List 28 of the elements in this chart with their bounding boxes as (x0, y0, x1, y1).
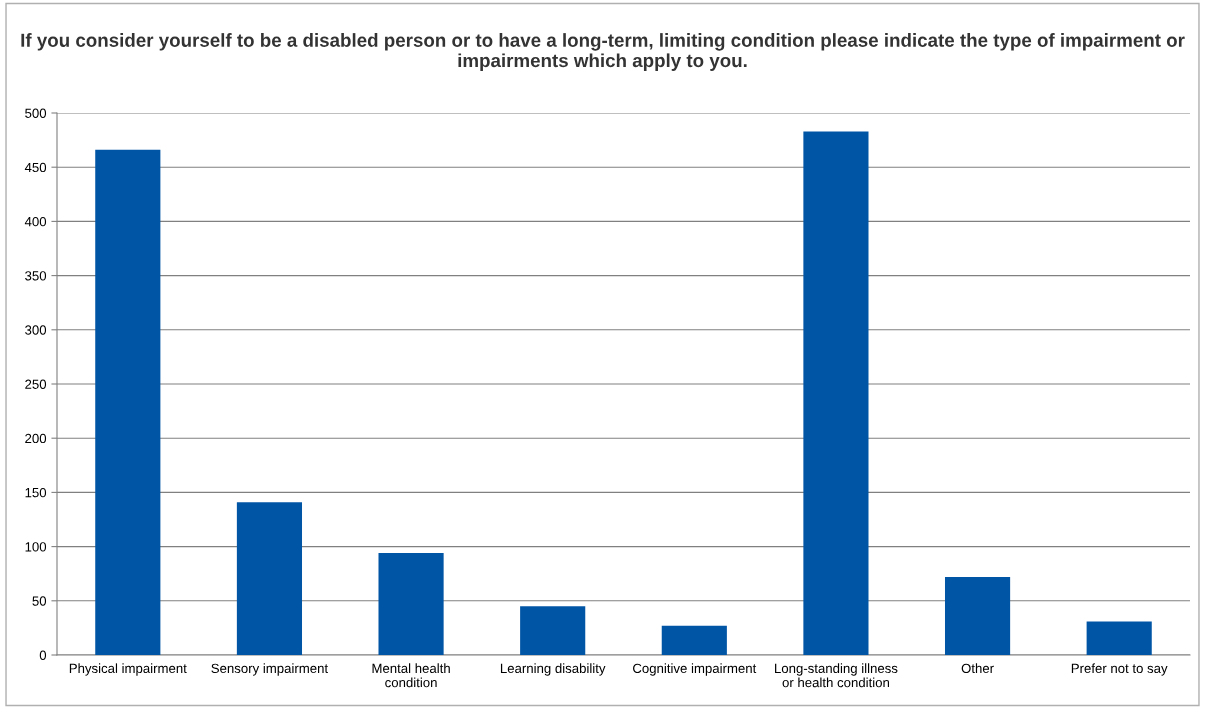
y-tick-label: 300 (25, 325, 47, 335)
y-tick-label: 0 (39, 650, 47, 660)
bar (661, 625, 727, 655)
x-tick-label: Cognitive impairment (633, 663, 757, 676)
chart-title: If you consider yourself to be a disabled person or to have a long-term, limiting condition please indicate the type of impairment or impairments which apply to you. (21, 33, 1185, 71)
y-tick-label: 450 (24, 162, 47, 173)
y-tick-label: 250 (25, 379, 47, 389)
y-tick-label: 400 (24, 216, 47, 227)
y-tick-label: 50 (32, 596, 47, 606)
y-tick-label: 500 (25, 108, 47, 118)
x-tick-label: Other (961, 663, 994, 674)
x-tick-label: Learning disability (500, 663, 606, 676)
y-tick-label: 350 (25, 271, 47, 281)
y-tick-label: 200 (25, 433, 47, 444)
y-tick-label: 150 (25, 487, 47, 498)
x-tick-label: Prefer not to say (1071, 663, 1168, 676)
bar (378, 553, 444, 655)
x-tick-label: Physical impairment (69, 663, 187, 676)
bar (1086, 621, 1152, 655)
bar (520, 606, 586, 655)
y-tick-label: 100 (25, 542, 47, 552)
x-tick-label: Mental health condition (372, 663, 450, 688)
bar (95, 149, 161, 655)
bar (236, 502, 303, 655)
bar (803, 131, 869, 655)
x-tick-label: Long-standing illness or health condition (775, 663, 898, 688)
x-tick-label: Sensory impairment (211, 663, 329, 676)
bar (944, 576, 1011, 655)
